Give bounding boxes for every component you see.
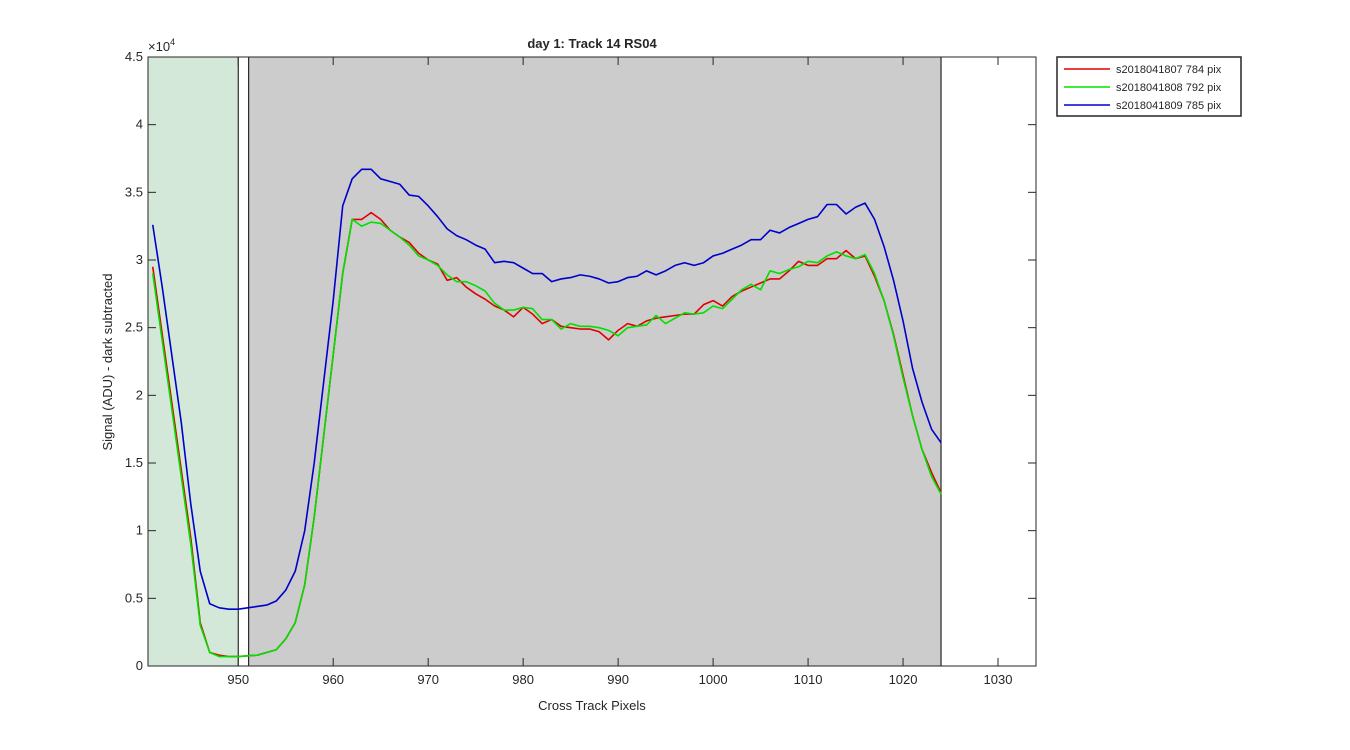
x-tick-label: 1000 <box>699 672 728 687</box>
series-line <box>151 218 942 658</box>
x-tick-label: 1010 <box>794 672 823 687</box>
x-tick-label: 1030 <box>984 672 1013 687</box>
x-tick-label: 990 <box>607 672 629 687</box>
legend-label: s2018041808 792 pix <box>1116 82 1222 94</box>
x-tick-label: 970 <box>417 672 439 687</box>
series-lines <box>151 168 942 658</box>
y-axis-label: Signal (ADU) - dark subtracted <box>100 273 115 450</box>
y-exponent-label: ×104 <box>148 37 175 54</box>
y-tick-label: 2.5 <box>125 320 143 335</box>
chart-title: day 1: Track 14 RS04 <box>527 36 657 51</box>
x-tick-label: 950 <box>227 672 249 687</box>
y-tick-label: 4.5 <box>125 49 143 64</box>
y-exponent-power: 4 <box>170 37 175 47</box>
y-tick-label: 3 <box>136 252 143 267</box>
x-axis: 950 960 970 980 990 1000 1010 1020 1030 <box>227 57 1012 687</box>
legend-label: s2018041809 785 pix <box>1116 100 1222 112</box>
shaded-region <box>248 57 942 666</box>
y-axis: 0 0.5 1 1.5 2 2.5 3 3.5 4 4.5 <box>125 49 1036 673</box>
x-tick-label: 980 <box>512 672 534 687</box>
legend[interactable]: s2018041807 784 pix s2018041808 792 pix s2… <box>1056 56 1242 117</box>
series-line <box>151 168 942 610</box>
axes-frame <box>147 56 1037 667</box>
y-tick-label: 0 <box>136 658 143 673</box>
legend-label: s2018041807 784 pix <box>1116 64 1222 76</box>
y-tick-label: 4 <box>136 117 143 132</box>
shaded-region <box>148 57 239 666</box>
plot-regions <box>148 57 942 666</box>
y-tick-label: 1 <box>136 523 143 538</box>
y-exponent-base: ×10 <box>148 39 170 54</box>
x-tick-label: 1020 <box>889 672 918 687</box>
y-tick-label: 0.5 <box>125 590 143 605</box>
y-tick-label: 3.5 <box>125 184 143 199</box>
x-tick-label: 960 <box>322 672 344 687</box>
y-tick-label: 1.5 <box>125 455 143 470</box>
y-tick-label: 2 <box>136 387 143 402</box>
x-axis-label: Cross Track Pixels <box>538 698 646 713</box>
